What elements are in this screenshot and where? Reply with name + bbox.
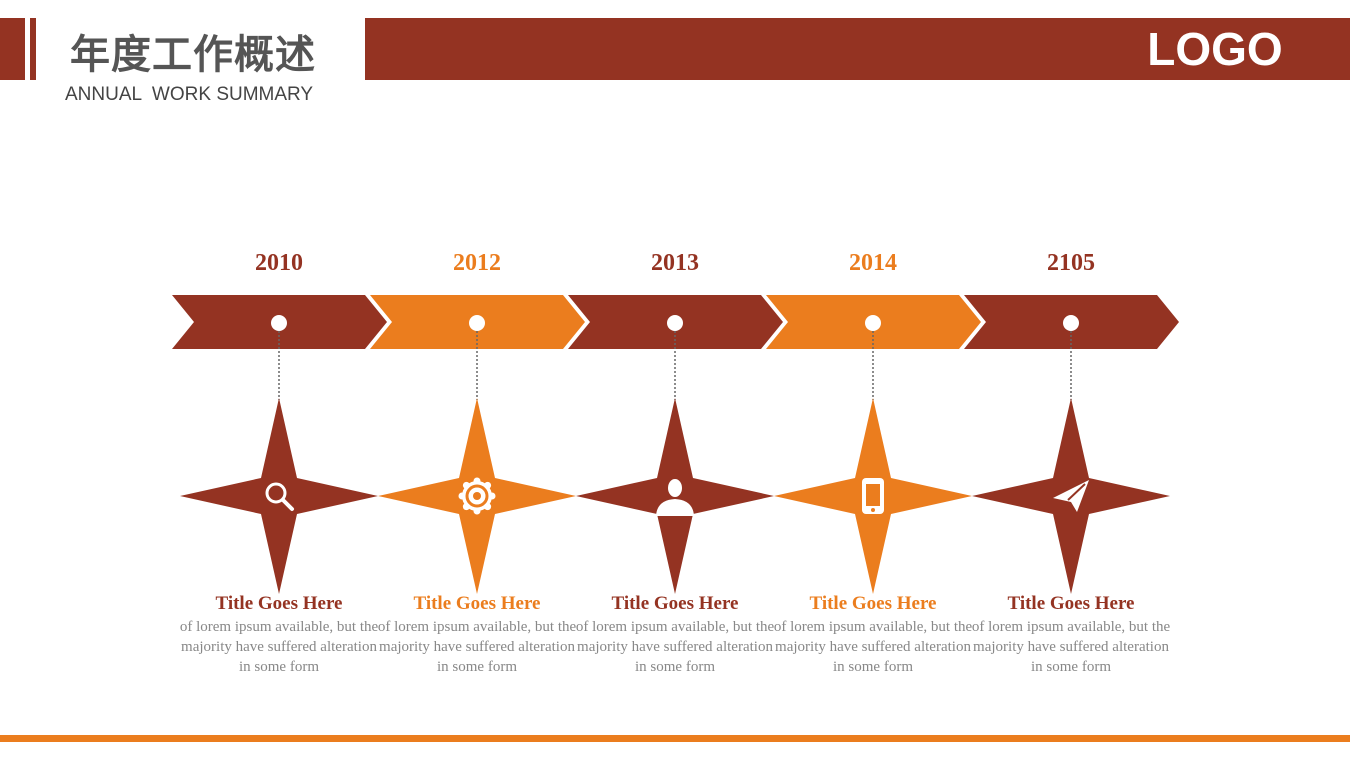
logo: LOGO: [1147, 23, 1283, 75]
item-title: Title Goes Here: [1007, 593, 1135, 614]
year-label: 2012: [453, 250, 501, 276]
logo-bar: [365, 18, 1350, 80]
icon: [465, 484, 489, 508]
item-text: of lorem ipsum available, but the majori…: [773, 619, 973, 675]
icon: [866, 484, 880, 506]
item-title: Title Goes Here: [809, 593, 937, 614]
dot: [667, 315, 683, 331]
icon: [488, 492, 496, 500]
year-label: 2010: [255, 250, 303, 276]
item-text: of lorem ipsum available, but the majori…: [971, 619, 1171, 675]
item-text: of lorem ipsum available, but the majori…: [377, 619, 577, 675]
icon: [281, 498, 294, 511]
item-text: of lorem ipsum available, but the majori…: [179, 619, 379, 675]
icon: [462, 503, 470, 511]
icon: [265, 482, 287, 504]
icon: [473, 477, 481, 485]
year-label: 2014: [849, 250, 897, 276]
item-title: Title Goes Here: [215, 593, 343, 614]
icon: [473, 492, 481, 500]
icon: [484, 503, 492, 511]
header-bar-thin: [30, 18, 36, 80]
year-label: 2105: [1047, 250, 1095, 276]
icon: [473, 507, 481, 515]
icon: [458, 492, 466, 500]
year-label: 2013: [651, 250, 699, 276]
star: [180, 398, 378, 594]
item-text: of lorem ipsum available, but the majori…: [575, 619, 775, 675]
dot: [469, 315, 485, 331]
icon: [462, 481, 470, 489]
dot: [865, 315, 881, 331]
page-title: 年度工作概述: [70, 33, 316, 77]
footer-line: [0, 735, 1350, 742]
icon: [871, 508, 875, 512]
item-title: Title Goes Here: [413, 593, 541, 614]
item-title: Title Goes Here: [611, 593, 739, 614]
page-subtitle: ANNUAL WORK SUMMARY: [65, 84, 314, 105]
icon: [656, 499, 694, 516]
icon: [484, 481, 492, 489]
icon: [1067, 483, 1086, 501]
header-bar: [0, 18, 25, 80]
dot: [1063, 315, 1079, 331]
dot: [271, 315, 287, 331]
icon: [668, 479, 682, 497]
